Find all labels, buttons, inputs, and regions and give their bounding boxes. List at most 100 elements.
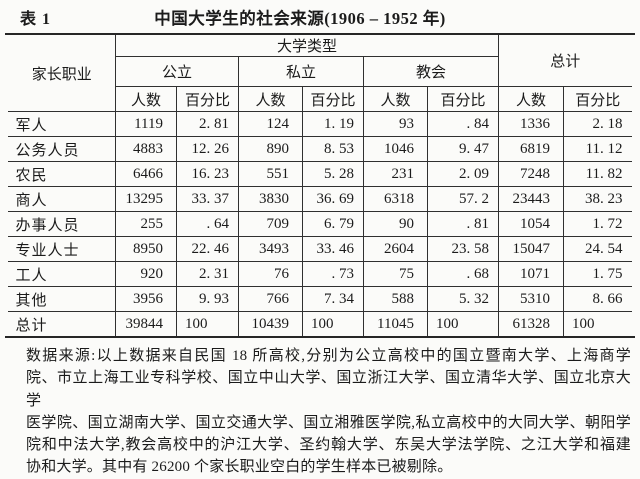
cell-percent: . 81: [426, 211, 500, 237]
row-label: 专业人士: [8, 236, 116, 262]
table-row: 农民 6466 16. 23 551 5. 28 231 2. 09 7248 11. 82: [8, 161, 632, 187]
cell-percent: 24. 54: [563, 236, 632, 262]
cell-percent: 12. 26: [175, 136, 239, 162]
cell-percent: 23. 58: [426, 236, 500, 262]
cell-percent: 11. 12: [563, 136, 632, 162]
cell-count: 11045: [362, 311, 428, 336]
data-source-note: 数据来源:以上数据来自民国 18 所高校,分别为公立高校中的国立暨南大学、上海商…: [26, 345, 631, 479]
cell-count: 1336: [498, 111, 565, 137]
cell-percent: 2. 31: [175, 261, 239, 287]
cell-percent: . 64: [175, 211, 239, 237]
cell-percent: 33. 37: [175, 186, 239, 212]
cell-percent: 38. 23: [563, 186, 632, 212]
table-row: 工人 920 2. 31 76. 73 75. 68 1071 1. 75: [8, 261, 632, 287]
header-university-type: 大学类型: [114, 35, 500, 57]
header-count: 人数: [498, 86, 565, 112]
header-group-public: 公立: [115, 56, 239, 87]
table-row: 军人 1119 2. 81 124 1. 19 93. 84 1336 2. 18: [8, 111, 632, 137]
cell-count: 255: [114, 211, 177, 237]
cell-percent: 5. 32: [426, 286, 500, 312]
cell-count: 766: [237, 286, 303, 312]
table-body: 军人 1119 2. 81 124 1. 19 93. 84 1336 2. 18 公务人员 48…: [8, 111, 632, 336]
title-row: 表 1 中国大学生的社会来源(1906 – 1952 年): [0, 0, 640, 33]
row-label: 工人: [8, 261, 116, 287]
header-percent: 百分比: [301, 86, 364, 112]
cell-percent: 2. 81: [175, 111, 239, 137]
footnote-line: 医学院、国立湖南大学、国立交通大学、国立湘雅医学院,私立高校中的大同大学、朝阳学: [26, 414, 631, 431]
header-count: 人数: [115, 86, 177, 112]
row-label: 农民: [8, 161, 116, 187]
header-occupation: 家长职业: [8, 35, 116, 112]
cell-count: 1119: [114, 111, 177, 137]
cell-percent: 1. 19: [301, 111, 364, 137]
row-label: 公务人员: [8, 136, 116, 162]
cell-count: 75: [362, 261, 428, 287]
cell-percent: . 84: [426, 111, 500, 137]
data-table-wrapper: 家长职业 大学类型 总计 公立 私立 教会 人数 百分比 人数 百分比 人数 百…: [5, 33, 635, 338]
cell-count: 6466: [114, 161, 177, 187]
row-label: 其他: [8, 286, 116, 312]
cell-count: 1071: [498, 261, 565, 287]
header-group-missionary: 教会: [362, 56, 499, 87]
cell-percent: 100: [426, 311, 500, 336]
cell-percent: 33. 46: [301, 236, 364, 262]
header-count: 人数: [237, 86, 303, 112]
cell-percent: . 68: [426, 261, 500, 287]
cell-count: 13295: [114, 186, 177, 212]
footnote-line: 协和大学。其中有 26200 个家长职业空白的学生样本已被剔除。: [26, 459, 453, 476]
header-percent: 百分比: [175, 86, 239, 112]
header-count: 人数: [362, 86, 428, 112]
cell-percent: 8. 53: [301, 136, 364, 162]
cell-percent: 8. 66: [563, 286, 632, 312]
cell-count: 6819: [498, 136, 565, 162]
table-row: 商人 13295 33. 37 3830 36. 69 6318 57. 2 23443 38.…: [8, 186, 632, 212]
cell-count: 920: [114, 261, 177, 287]
cell-count: 3830: [237, 186, 303, 212]
cell-count: 890: [237, 136, 303, 162]
cell-count: 3493: [237, 236, 303, 262]
header-group-private: 私立: [237, 56, 364, 87]
cell-count: 4883: [114, 136, 177, 162]
cell-percent: 7. 34: [301, 286, 364, 312]
cell-percent: 11. 82: [563, 161, 632, 187]
cell-count: 8950: [114, 236, 177, 262]
cell-percent: 6. 79: [301, 211, 364, 237]
cell-count: 2604: [362, 236, 428, 262]
cell-count: 551: [237, 161, 303, 187]
table-row: 公务人员 4883 12. 26 890 8. 53 1046 9. 47 6819 11. 1…: [8, 136, 632, 162]
footnote-line: 院和中法大学,教会高校中的沪江大学、圣约翰大学、东吴大学法学院、之江大学和福建: [26, 437, 631, 454]
cell-percent: 1. 75: [563, 261, 632, 287]
cell-count: 39844: [114, 311, 177, 336]
cell-percent: 22. 46: [175, 236, 239, 262]
cell-count: 10439: [237, 311, 303, 336]
cell-count: 124: [237, 111, 303, 137]
cell-percent: 9. 93: [175, 286, 239, 312]
cell-percent: 9. 47: [426, 136, 500, 162]
cell-count: 709: [237, 211, 303, 237]
cell-percent: 2. 09: [426, 161, 500, 187]
cell-count: 6318: [362, 186, 428, 212]
cell-count: 90: [362, 211, 428, 237]
table-number-label: 表 1: [20, 11, 52, 28]
cell-percent: 100: [175, 311, 239, 336]
table-row: 总计 39844 100 10439 100 11045 100 61328 100: [8, 311, 632, 336]
cell-count: 588: [362, 286, 428, 312]
cell-percent: 1. 72: [563, 211, 632, 237]
table-title: 中国大学生的社会来源(1906 – 1952 年): [154, 8, 446, 28]
row-label: 商人: [8, 186, 116, 212]
table-header: 家长职业 大学类型 总计 公立 私立 教会 人数 百分比 人数 百分比 人数 百…: [8, 35, 632, 112]
cell-count: 231: [362, 161, 428, 187]
cell-count: 3956: [114, 286, 177, 312]
data-table: 家长职业 大学类型 总计 公立 私立 教会 人数 百分比 人数 百分比 人数 百…: [8, 35, 632, 336]
cell-count: 15047: [498, 236, 565, 262]
cell-percent: . 73: [301, 261, 364, 287]
cell-count: 7248: [498, 161, 565, 187]
footnote-line: 数据来源:以上数据来自民国 18 所高校,分别为公立高校中的国立暨南大学、上海商…: [26, 348, 631, 364]
cell-percent: 5. 28: [301, 161, 364, 187]
cell-percent: 100: [563, 311, 632, 336]
table-row: 办事人员 255. 64 709 6. 79 90. 81 1054 1. 72: [8, 211, 632, 237]
cell-count: 1054: [498, 211, 565, 237]
table-row: 其他 3956 9. 93 766 7. 34 588 5. 32 5310 8. 66: [8, 286, 632, 312]
cell-percent: 100: [301, 311, 364, 336]
